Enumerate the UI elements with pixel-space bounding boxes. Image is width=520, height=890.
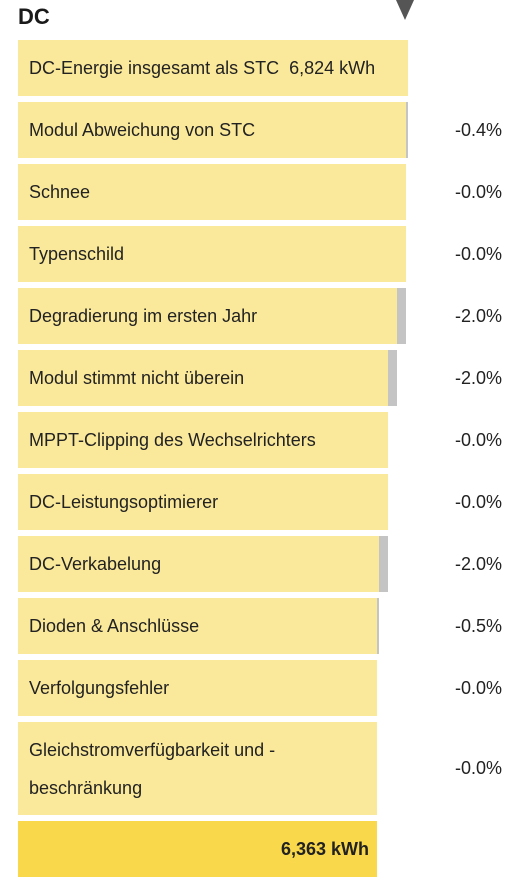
step-bar — [18, 722, 377, 815]
step-percent: -0.0% — [454, 758, 502, 778]
step-bar — [18, 350, 389, 406]
step-bar — [18, 536, 380, 592]
step-label: Degradierung im ersten Jahr — [29, 306, 258, 326]
chart-row: DC-Energie insgesamt als STC 6,824 kWh — [0, 40, 520, 96]
step-percent: -2.0% — [454, 305, 502, 326]
step-bar — [18, 474, 389, 530]
step-loss-segment — [397, 288, 407, 344]
step-bar — [18, 412, 389, 468]
step-percent: -0.4% — [454, 119, 502, 140]
chart-row: Schnee -0.0% — [0, 164, 520, 220]
start-label: DC-Energie insgesamt als STC 6,824 kWh — [29, 40, 409, 96]
step-label: MPPT-Clipping des Wechselrichters — [29, 430, 316, 450]
step-bar — [18, 226, 407, 282]
chart-row: DC-Verkabelung -2.0% — [0, 536, 520, 592]
step-percent: -0.0% — [454, 181, 502, 202]
step-label: Schnee — [29, 182, 91, 202]
step-percent: -0.0% — [454, 491, 502, 512]
start-label-text: DC-Energie insgesamt als STC — [29, 58, 280, 78]
chart-row: Modul stimmt nicht überein -2.0% — [0, 350, 520, 406]
step-percent: -0.0% — [454, 429, 502, 450]
section-title: DC — [18, 4, 50, 29]
chart-row: DC-Leistungsoptimierer -0.0% — [0, 474, 520, 530]
step-label: Dioden & Anschlüsse — [29, 616, 200, 636]
step-label: Verfolgungsfehler — [29, 678, 170, 698]
step-loss-segment — [388, 350, 398, 406]
chart-row: Dioden & Anschlüsse -0.5% — [0, 598, 520, 654]
chart-row: Gleichstromverfügbarkeit und -beschränku… — [0, 722, 520, 815]
start-value: 6,824 kWh — [289, 58, 376, 78]
chart-row: Typenschild -0.0% — [0, 226, 520, 282]
step-bar — [18, 164, 407, 220]
step-bar — [18, 288, 398, 344]
step-loss-segment — [379, 536, 389, 592]
chart-row: 6,363 kWh — [0, 821, 520, 877]
step-label: Modul stimmt nicht überein — [29, 368, 245, 388]
step-percent: -0.0% — [454, 243, 502, 264]
collapse-triangle-icon[interactable] — [396, 0, 414, 20]
step-bar — [18, 598, 377, 654]
step-loss-segment — [406, 102, 408, 158]
chart-row: MPPT-Clipping des Wechselrichters -0.0% — [0, 412, 520, 468]
step-percent: -2.0% — [454, 367, 502, 388]
chart-row: Verfolgungsfehler -0.0% — [0, 660, 520, 716]
step-label: Typenschild — [29, 244, 125, 264]
chart-row: Modul Abweichung von STC -0.4% — [0, 102, 520, 158]
step-label: Gleichstromverfügbarkeit und -beschränku… — [29, 739, 276, 798]
step-percent: -0.0% — [454, 677, 502, 698]
step-label: DC-Verkabelung — [29, 554, 162, 574]
step-percent: -2.0% — [454, 553, 502, 574]
step-percent: -0.5% — [454, 615, 502, 636]
step-bar — [18, 102, 407, 158]
total-bar — [18, 821, 377, 877]
start-bar — [18, 40, 408, 96]
total-value: 6,363 kWh — [280, 838, 369, 859]
step-bar — [18, 660, 377, 716]
step-loss-segment — [376, 598, 380, 654]
step-label: DC-Leistungsoptimierer — [29, 492, 219, 512]
chart-row: Degradierung im ersten Jahr -2.0% — [0, 288, 520, 344]
step-label: Modul Abweichung von STC — [29, 120, 256, 140]
